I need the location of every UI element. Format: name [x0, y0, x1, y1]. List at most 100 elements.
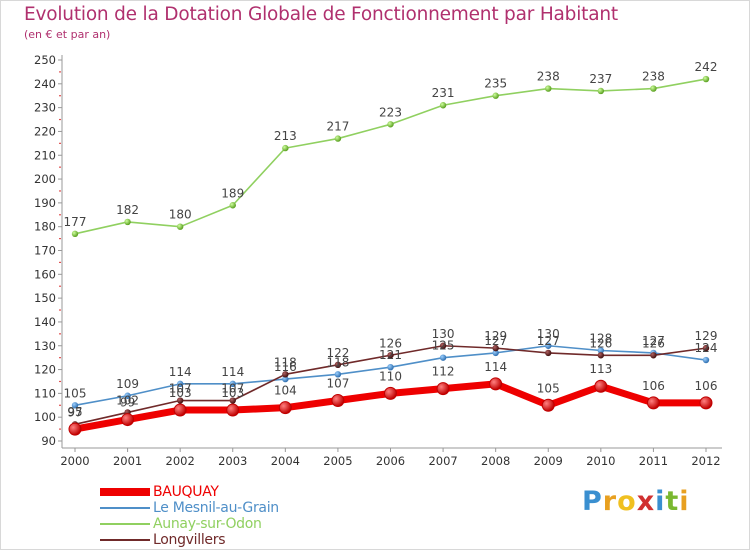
data-label: 99 — [120, 396, 135, 410]
data-point — [387, 363, 394, 371]
data-point — [545, 349, 552, 357]
data-label: 114 — [169, 365, 192, 379]
y-tick-label: 220 — [34, 124, 56, 138]
legend-item: BAUQUAY — [100, 484, 360, 500]
legend-swatch — [100, 539, 150, 541]
data-point — [282, 371, 289, 378]
data-point — [702, 75, 710, 83]
data-label: 114 — [221, 365, 244, 379]
x-tick-label: 2005 — [323, 454, 352, 468]
data-label: 103 — [221, 386, 244, 400]
y-tick-label: 140 — [34, 315, 56, 329]
legend-label: Le Mesnil-au-Grain — [153, 500, 279, 516]
series-le-mesnil-au-grain — [71, 342, 710, 409]
x-tick-label: 2003 — [218, 454, 247, 468]
data-point — [124, 218, 131, 226]
data-point — [176, 397, 184, 404]
data-point — [331, 394, 345, 408]
series-layer — [68, 75, 713, 436]
data-label: 235 — [484, 77, 507, 91]
data-label: 114 — [484, 360, 507, 374]
data-label: 112 — [432, 365, 455, 379]
data-label: 122 — [326, 346, 349, 360]
data-label: 103 — [169, 386, 192, 400]
data-label: 213 — [274, 129, 297, 143]
data-point — [650, 352, 657, 359]
data-point — [594, 379, 608, 393]
logo-letter: x — [636, 486, 656, 517]
data-point — [121, 413, 135, 427]
data-point — [334, 361, 342, 368]
logo-letter: o — [617, 486, 637, 517]
data-label: 127 — [642, 334, 665, 348]
legend-swatch — [100, 488, 150, 496]
x-tick-label: 2008 — [481, 454, 510, 468]
y-tick-label: 170 — [34, 244, 56, 258]
y-tick-label: 250 — [34, 53, 56, 67]
y-tick-label: 230 — [34, 101, 56, 115]
data-label: 107 — [169, 382, 192, 396]
data-label: 118 — [326, 355, 349, 369]
data-point — [71, 230, 79, 238]
legend-swatch — [100, 523, 150, 525]
x-tick-label: 2001 — [113, 454, 142, 468]
data-label: 231 — [432, 86, 455, 100]
data-label: 97 — [67, 405, 82, 419]
data-point — [439, 102, 447, 109]
y-tick-label: 160 — [34, 267, 56, 281]
data-point — [545, 342, 552, 349]
legend-item: Aunay-sur-Odon — [100, 516, 360, 532]
data-label: 223 — [379, 105, 402, 119]
data-point — [387, 352, 394, 359]
data-label: 121 — [379, 348, 402, 362]
x-tick-label: 2010 — [586, 454, 615, 468]
data-label: 105 — [64, 386, 87, 400]
data-point — [597, 352, 605, 359]
legend-label: Longvillers — [153, 532, 226, 548]
legend-swatch — [100, 507, 150, 509]
y-tick-label: 240 — [34, 77, 56, 91]
y-tick-label: 120 — [34, 363, 56, 377]
series-aunay-sur-odon — [71, 75, 710, 238]
data-point — [334, 135, 342, 142]
data-point — [229, 397, 236, 404]
proxiti-logo: Proxiti — [582, 486, 690, 517]
data-label: 126 — [379, 336, 402, 350]
data-label: 116 — [274, 360, 297, 374]
data-point — [229, 202, 236, 209]
legend-label: Aunay-sur-Odon — [153, 516, 262, 532]
x-tick-label: 2011 — [639, 454, 668, 468]
data-label: 118 — [274, 355, 297, 369]
logo-letter: i — [655, 486, 666, 517]
data-label: 242 — [695, 60, 718, 74]
chart-subtitle: (en € et par an) — [24, 28, 111, 41]
data-label: 128 — [589, 332, 612, 346]
data-point — [176, 223, 184, 230]
data-label: 124 — [695, 341, 718, 355]
x-tick-label: 2006 — [376, 454, 405, 468]
data-label: 126 — [642, 336, 665, 350]
data-label: 113 — [589, 362, 612, 376]
data-point — [492, 92, 499, 99]
data-point — [173, 403, 187, 417]
data-label: 238 — [537, 70, 560, 84]
data-label: 238 — [642, 70, 665, 84]
x-tick-label: 2009 — [534, 454, 563, 468]
data-label: 104 — [274, 384, 297, 398]
data-point — [387, 121, 394, 128]
logo-letter: P — [582, 486, 603, 517]
data-label: 102 — [116, 393, 139, 407]
legend-label: BAUQUAY — [153, 484, 219, 500]
x-tick-label: 2012 — [691, 454, 720, 468]
data-label: 130 — [537, 327, 560, 341]
x-tick-label: 2007 — [428, 454, 457, 468]
data-point — [699, 396, 713, 410]
y-tick-label: 150 — [34, 291, 56, 305]
data-label: 217 — [326, 120, 349, 134]
legend-item: Longvillers — [100, 532, 360, 548]
legend: BAUQUAY Le Mesnil-au-Grain Aunay-sur-Odon L… — [100, 484, 360, 548]
y-tick-label: 180 — [34, 220, 56, 234]
data-point — [282, 144, 289, 152]
data-labels: 177 182 180 189 213 217 223 231 235 238 237 238 242 1… — [64, 60, 718, 419]
